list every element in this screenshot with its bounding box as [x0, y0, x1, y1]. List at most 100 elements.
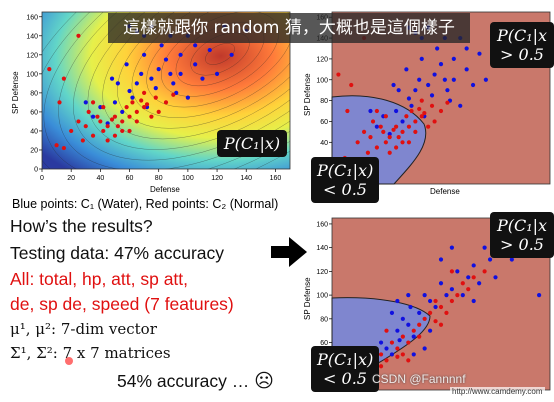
normal-point: [471, 275, 476, 280]
normal-point: [409, 108, 414, 114]
normal-point: [144, 102, 150, 107]
contour-line: [202, 39, 238, 69]
normal-point: [394, 124, 399, 129]
y-tick-label: 100: [316, 77, 328, 84]
contour-line: [39, 4, 296, 194]
water-point: [449, 287, 454, 292]
y-tick-label: 0: [34, 167, 38, 174]
water-point: [193, 43, 198, 48]
covariance-text: Σ¹, Σ²: 7 x 7 matrices: [10, 344, 171, 362]
normal-point: [419, 114, 424, 119]
water-point: [444, 293, 449, 298]
normal-point: [395, 346, 400, 351]
x-tick-label: 160: [270, 175, 282, 182]
water-point: [163, 57, 169, 62]
water-point: [470, 82, 476, 88]
normal-point: [127, 128, 132, 134]
probability-badge-low-bottom: P(C₁|x) < 0.5: [311, 346, 379, 392]
mean-vector-text: μ¹, μ²: 7-dim vector: [10, 320, 157, 338]
water-point: [395, 328, 400, 333]
water-point: [378, 340, 384, 345]
normal-point: [406, 140, 412, 145]
x-tick-label: 100: [182, 175, 194, 182]
normal-point: [417, 106, 422, 112]
y-tick-label: 160: [316, 221, 328, 228]
water-point: [185, 95, 190, 100]
x-tick-label: 60: [126, 175, 134, 182]
camdemy-link[interactable]: http://www.camdemy.com: [450, 387, 545, 396]
normal-point: [355, 140, 360, 145]
normal-point: [438, 108, 444, 114]
normal-point: [422, 111, 427, 116]
normal-point: [419, 98, 424, 103]
normal-point: [142, 90, 147, 95]
water-point: [419, 56, 424, 62]
badge-line: P(C₁|x: [496, 26, 548, 45]
water-point: [406, 322, 411, 327]
water-point: [134, 81, 139, 86]
water-point: [438, 281, 444, 286]
water-point: [406, 293, 411, 298]
video-subtitle: 這樣就跟你 random 猜，大概也是這個樣子: [108, 13, 470, 43]
water-point: [442, 77, 447, 82]
water-point: [400, 316, 405, 321]
water-point: [408, 304, 413, 310]
water-point: [471, 263, 476, 268]
water-point: [426, 82, 431, 88]
water-point: [200, 76, 205, 81]
water-point: [168, 71, 173, 76]
normal-point: [57, 100, 62, 105]
water-point: [142, 52, 147, 57]
normal-point: [361, 129, 367, 134]
x-axis-label: Defense: [430, 187, 460, 196]
water-point: [509, 257, 514, 262]
normal-point: [139, 98, 144, 103]
normal-point: [400, 140, 405, 145]
normal-point: [406, 340, 411, 345]
y-tick-label: 140: [316, 245, 328, 252]
normal-point: [384, 358, 389, 363]
contour-line: [111, 4, 296, 144]
y-tick-label: 20: [30, 147, 38, 154]
water-point: [445, 88, 450, 93]
water-point: [90, 114, 96, 119]
normal-point: [374, 108, 379, 114]
contour-line: [75, 4, 296, 174]
water-point: [98, 105, 103, 110]
water-point: [438, 257, 444, 262]
water-point: [428, 298, 433, 304]
y-tick-label: 60: [320, 119, 328, 126]
badge-line: P(C₁|x): [317, 161, 374, 180]
y-tick-label: 140: [26, 33, 38, 40]
y-tick-label: 60: [30, 109, 38, 116]
badge-line: < 0.5: [323, 180, 367, 199]
water-point: [368, 108, 373, 114]
normal-point: [98, 119, 103, 124]
normal-point: [400, 352, 405, 357]
normal-point: [384, 328, 389, 333]
water-point: [471, 298, 476, 304]
normal-point: [368, 134, 373, 140]
contour-line: [93, 4, 296, 159]
normal-point: [413, 119, 418, 124]
normal-point: [124, 105, 129, 110]
water-point: [464, 46, 469, 51]
probability-badge-low-top: P(C₁|x) < 0.5: [311, 157, 379, 203]
y-tick-label: 100: [316, 293, 328, 300]
normal-point: [171, 92, 176, 97]
normal-point: [109, 117, 115, 122]
water-point: [458, 103, 463, 108]
water-point: [153, 86, 158, 91]
normal-point: [411, 328, 416, 333]
y-tick-label: 120: [316, 56, 328, 63]
normal-point: [389, 340, 395, 345]
normal-point: [417, 322, 422, 327]
y-tick-label: 80: [30, 90, 38, 97]
x-tick-label: 40: [96, 175, 104, 182]
normal-point: [378, 364, 384, 369]
normal-point: [105, 124, 110, 129]
y-axis-label: SP Defense: [303, 73, 312, 116]
normal-point: [120, 128, 125, 134]
water-point: [422, 293, 427, 298]
normal-point: [400, 334, 405, 339]
